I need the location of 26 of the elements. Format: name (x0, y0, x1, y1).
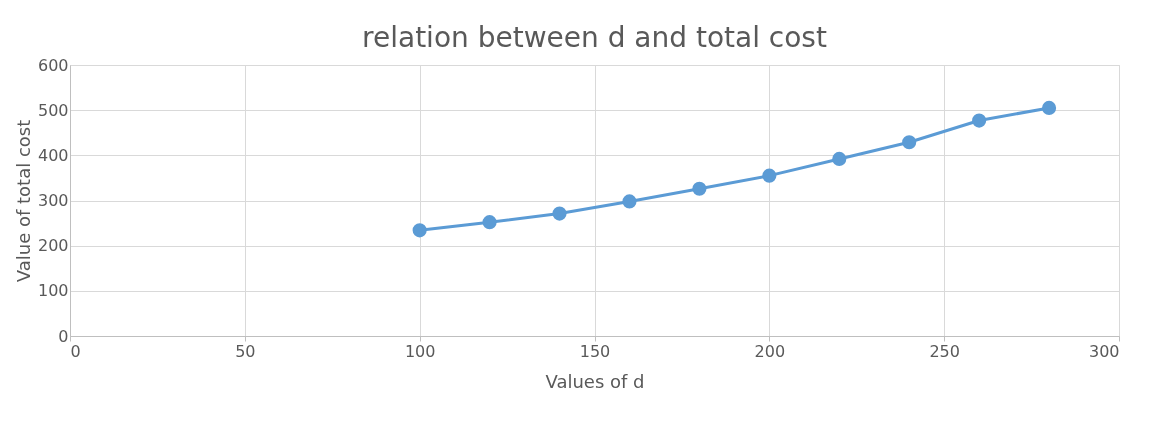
chart-title: relation between d and total cost (362, 21, 827, 54)
point (832, 151, 847, 166)
y-tick-label: 500 (37, 100, 69, 120)
y-tick-label: 100 (37, 281, 69, 301)
x-tick-label: 200 (754, 341, 786, 361)
point (1042, 100, 1057, 115)
point (692, 181, 707, 196)
point (902, 135, 917, 150)
y-tick-label: 0 (58, 326, 69, 346)
y-tick-label: 600 (37, 55, 69, 75)
point (552, 206, 567, 221)
point (412, 223, 427, 238)
x-tick-label: 300 (1088, 341, 1120, 361)
point (622, 194, 637, 209)
x-tick-label: 50 (235, 341, 256, 361)
x-tick-label: 150 (579, 341, 611, 361)
x-axis-title: Values of d (545, 370, 645, 392)
y-tick-label: 300 (37, 191, 69, 210)
x-tick-label: 250 (929, 341, 960, 361)
point (762, 168, 777, 183)
y-tick-label: 400 (37, 145, 69, 165)
point (482, 215, 497, 230)
point (972, 113, 987, 128)
x-tick-label: 100 (404, 341, 436, 361)
y-tick-label: 200 (37, 236, 69, 256)
y-axis-title: Value of total cost (12, 119, 34, 283)
